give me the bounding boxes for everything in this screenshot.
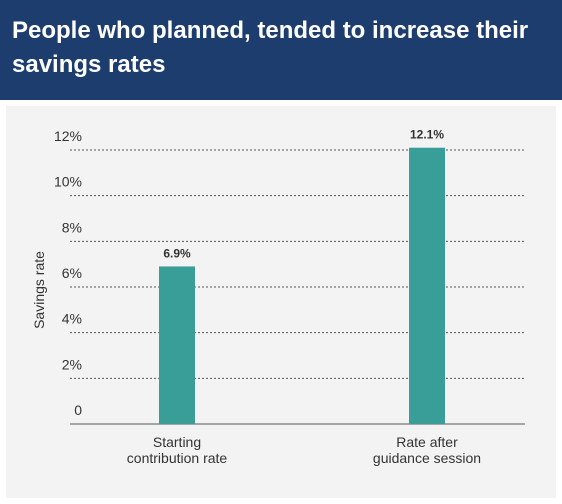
y-tick-label: 12% (54, 128, 82, 144)
bar (409, 147, 445, 424)
y-axis-label: Savings rate (31, 251, 47, 329)
header: People who planned, tended to increase t… (0, 0, 562, 100)
y-tick-label: 2% (62, 356, 82, 372)
chart-title: People who planned, tended to increase t… (12, 17, 529, 78)
y-tick-label: 10% (54, 174, 82, 190)
y-tick-label: 8% (62, 219, 82, 235)
chart-panel (6, 106, 556, 498)
chart: Savings rate 0 2% 4% 6% 8% 10% 12% 6.9% 12.1% (31, 128, 525, 425)
bar (159, 266, 195, 424)
x-tick-label: Rate after guidance session (372, 434, 482, 466)
value-label: 12.1% (410, 128, 444, 142)
y-tick-label: 4% (62, 311, 82, 327)
y-tick-label: 6% (62, 265, 82, 281)
x-tick-label: Starting contribution rate (126, 434, 228, 466)
y-tick-label: 0 (74, 402, 82, 418)
value-label: 6.9% (163, 246, 191, 260)
